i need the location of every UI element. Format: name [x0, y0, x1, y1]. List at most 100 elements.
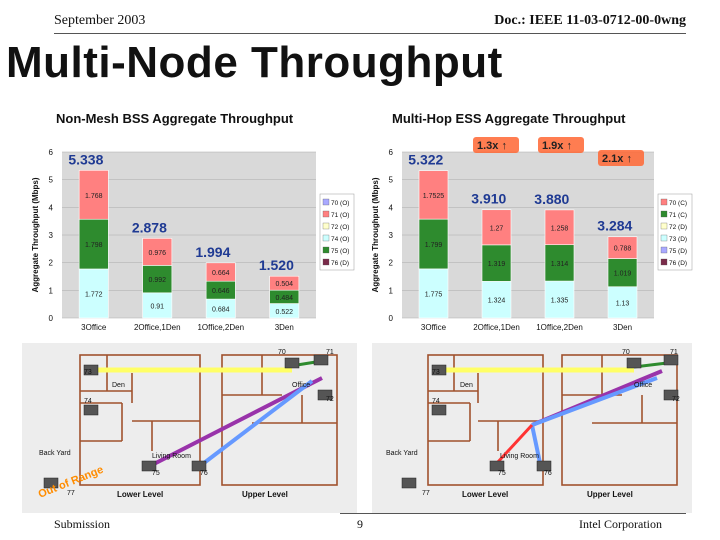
bar-segment: [269, 275, 300, 291]
laptop-icon-76: [191, 460, 207, 472]
legend-label: 74 (O): [331, 236, 349, 243]
room-den: Den: [460, 382, 473, 389]
y-tick-label: 0: [389, 314, 394, 323]
x-tick-label: 1Office,2Den: [197, 323, 244, 332]
bar-segment: [481, 209, 512, 246]
segment-value-label: 1.335: [551, 298, 569, 305]
upper-level-outline: [221, 354, 338, 486]
segment-value-label: 0.684: [212, 307, 230, 314]
segment-value-label: 1.314: [551, 261, 569, 268]
total-value-label: 5.338: [68, 151, 103, 167]
node-label-77: 77: [67, 490, 75, 497]
level-upper: Upper Level: [242, 490, 288, 499]
room-office: Office: [634, 382, 652, 389]
segment-value-label: 0.91: [150, 303, 164, 310]
bar-segment: [418, 268, 449, 319]
node-label-77: 77: [422, 490, 430, 497]
node-label-75: 75: [498, 470, 506, 477]
improvement-label: 1.9x ↑: [542, 140, 572, 152]
floor-plan-right: 70 71 72 73 74 75 76 77 Den Office Back …: [372, 343, 692, 513]
legend-label: 75 (D): [669, 248, 687, 255]
chart-title-multi-hop: Multi-Hop ESS Aggregate Throughput: [392, 111, 626, 126]
segment-value-label: 0.992: [148, 277, 166, 284]
bar-segment: [78, 218, 109, 270]
laptop-icon-75: [489, 460, 505, 472]
total-value-label: 3.284: [597, 218, 632, 234]
laptop-icon-73: [431, 364, 447, 376]
segment-value-label: 1.27: [490, 225, 504, 232]
total-value-label: 3.880: [534, 191, 569, 207]
improvement-label: 1.3x ↑: [477, 140, 507, 152]
link-76-relay: [530, 424, 542, 464]
x-tick-label: 3Den: [613, 323, 632, 332]
legend-swatch: [322, 246, 330, 254]
laptop-icon-77: [43, 477, 59, 489]
bar-segment: [544, 209, 575, 246]
legend-label: 70 (C): [669, 200, 687, 207]
y-tick-label: 0: [49, 314, 54, 323]
room-office: Office: [292, 382, 310, 389]
bar-segment: [544, 244, 575, 282]
total-value-label: 1.520: [259, 257, 294, 273]
laptop-icon-70: [284, 357, 300, 369]
segment-value-label: 1.7525: [423, 193, 445, 200]
legend-swatch: [322, 258, 330, 266]
segment-value-label: 0.976: [148, 250, 166, 257]
y-tick-label: 1: [389, 286, 394, 295]
legend-swatch: [660, 198, 668, 206]
laptop-icon-71: [663, 354, 679, 366]
bar-segment: [418, 170, 449, 220]
bar-segment: [607, 286, 638, 319]
legend-swatch: [322, 198, 330, 206]
improvement-badge: [473, 137, 519, 153]
x-tick-label: 3Den: [275, 323, 294, 332]
node-label-76: 76: [200, 470, 208, 477]
footer-company: Intel Corporation: [579, 517, 662, 531]
legend: [319, 193, 355, 271]
segment-value-label: 1.768: [85, 193, 103, 200]
legend-label: 73 (D): [669, 236, 687, 243]
bar-segment: [481, 244, 512, 282]
chart-title-non-mesh: Non-Mesh BSS Aggregate Throughput: [56, 111, 294, 126]
node-label-73: 73: [432, 369, 440, 376]
segment-value-label: 1.13: [616, 300, 630, 307]
slide-title: Multi-Node Throughput: [6, 38, 503, 87]
bar-segment: [142, 292, 173, 319]
node-label-74: 74: [84, 398, 92, 405]
header-doc-id: Doc.: IEEE 11-03-0712-00-0wng: [494, 13, 686, 28]
x-tick-label: 3Office: [81, 323, 107, 332]
y-tick-label: 5: [49, 176, 54, 185]
legend-swatch: [660, 222, 668, 230]
node-label-70: 70: [278, 349, 286, 356]
legend-label: 76 (D): [331, 260, 349, 267]
bar-segment: [205, 262, 236, 282]
legend-label: 72 (O): [331, 224, 349, 231]
legend-label: 70 (O): [331, 200, 349, 207]
node-label-72: 72: [326, 396, 334, 403]
legend-swatch: [322, 222, 330, 230]
bar-segment: [142, 265, 173, 294]
legend-label: 72 (D): [669, 224, 687, 231]
legend-label: 75 (O): [331, 248, 349, 255]
x-tick-label: 2Office,1Den: [473, 323, 520, 332]
y-tick-label: 6: [389, 148, 394, 157]
legend-swatch: [660, 234, 668, 242]
link-76-71: [198, 379, 314, 468]
link-75-relay: [495, 423, 534, 465]
chart-non-mesh: 0 1 2 3 4 5 6 Aggregate Throughput (Mbps) 1.772 1…: [31, 148, 355, 332]
legend-swatch: [660, 258, 668, 266]
segment-value-label: 0.788: [614, 246, 632, 253]
total-value-label: 5.322: [408, 152, 443, 168]
bar-segment: [78, 170, 109, 220]
node-label-75: 75: [152, 470, 160, 477]
y-axis-label: Aggregate Throughput (Mbps): [371, 177, 380, 292]
bar-segment: [607, 236, 638, 259]
legend: [657, 193, 693, 271]
bar-segment: [142, 238, 173, 266]
x-tick-label: 3Office: [421, 323, 447, 332]
bar-segment: [481, 281, 512, 319]
segment-value-label: 1.775: [425, 291, 443, 298]
room-living-room: Living Room: [500, 453, 539, 460]
header-date: September 2003: [54, 13, 146, 28]
